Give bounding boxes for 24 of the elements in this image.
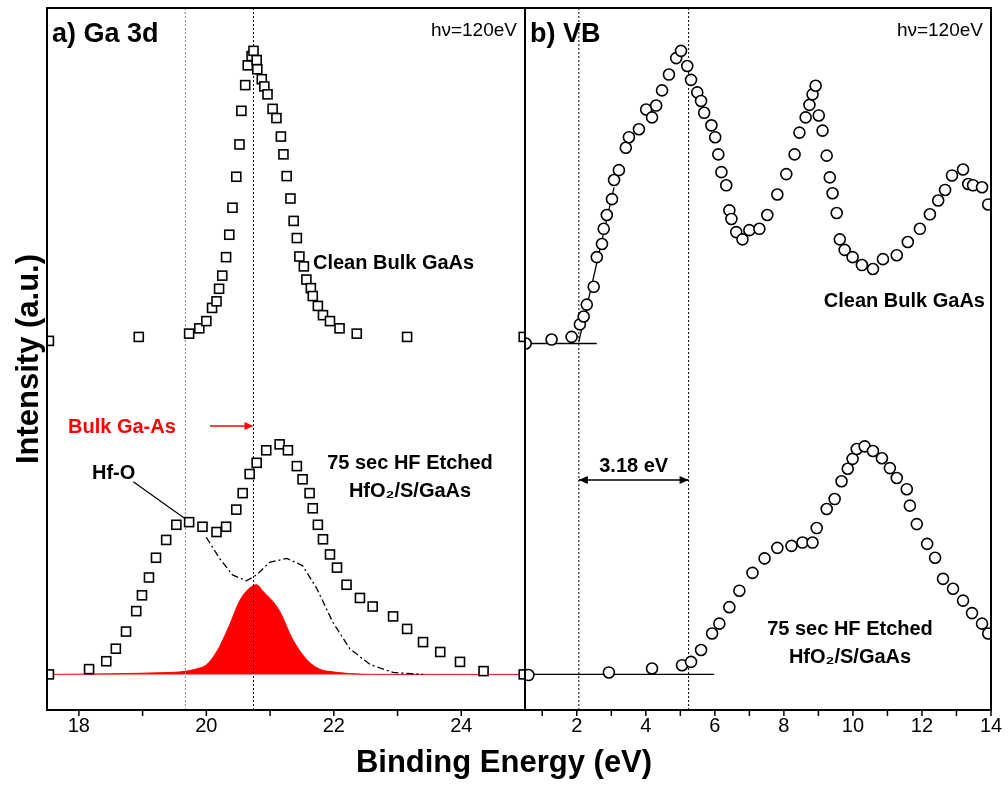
x-axis-title: Binding Energy (eV) [354, 744, 654, 780]
legend-label: Bulk Ga-As [68, 414, 176, 439]
text: hν=120eV [430, 19, 518, 40]
annotation: 3.18 eV [599, 454, 669, 476]
series-label: 75 sec HF Etched HfO₂/S/GaAs [767, 616, 933, 669]
y-axis-title: Intensity (a.u.) [10, 253, 46, 465]
x-tick-label: 2 [571, 714, 583, 737]
x-tick-label: 18 [67, 714, 90, 737]
x-tick-label: 20 [195, 714, 218, 737]
x-tick-label: 10 [841, 714, 865, 737]
x-tick-label: 8 [778, 714, 790, 737]
x-tick-label: 6 [709, 714, 721, 737]
x-tick-label: 24 [450, 714, 473, 737]
x-tick-label: 4 [640, 714, 652, 737]
x-tick-label: 14 [979, 714, 1003, 737]
chart-title: a) Ga 3d [52, 18, 159, 49]
x-tick-label: 12 [910, 714, 934, 737]
chart-title: b) VB [530, 18, 601, 49]
series-label: Clean Bulk GaAs [313, 250, 475, 275]
annotation: Hf-O [91, 460, 136, 483]
x-tick-label: 22 [322, 714, 345, 737]
text: hν=120eV [896, 19, 984, 40]
series-label: 75 sec HF Etched HfO₂/S/GaAs [327, 450, 493, 503]
series-label: Clean Bulk GaAs [823, 288, 985, 313]
